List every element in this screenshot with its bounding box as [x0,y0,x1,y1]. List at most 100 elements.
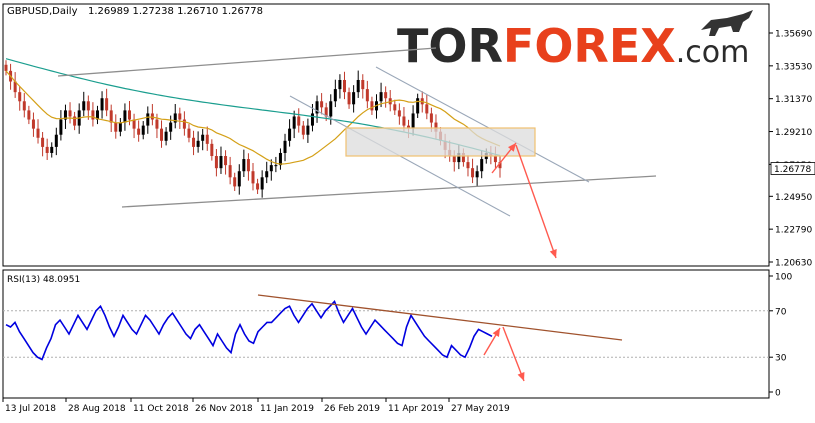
candle [471,158,475,184]
price-tick-label: 1.33530 [775,62,812,72]
upper-trendline [57,47,437,77]
ma-fast-line [5,70,501,165]
candle-body [292,116,296,129]
candle-body [498,162,502,169]
candle-body [18,92,22,102]
main-price-panel: TORFOREX.com GBPUSD,Daily 1.26989 1.27238 … [2,3,770,267]
candle [192,130,196,156]
bull-logo-icon [701,10,753,36]
candle-body [233,177,237,187]
candle [466,155,470,177]
candle [214,149,218,177]
rsi-forecast-arrow-head [517,372,525,381]
candle [100,91,104,119]
candle [297,108,301,133]
candle-body [214,156,218,169]
candle-body [397,110,401,117]
candle [288,119,292,147]
candle [73,111,77,131]
candle [283,133,287,162]
candle-body [141,125,145,135]
candle [265,161,269,184]
candle-body [63,110,67,120]
candle [498,156,502,178]
rsi-up-arrow [483,327,501,356]
candle [41,131,45,157]
candle [379,82,383,108]
overlay [57,47,657,382]
candle-body [169,122,173,132]
candle-body [146,113,150,126]
candle [86,95,90,120]
candle-body [95,110,99,120]
forecast-down-arrow-head [549,249,557,258]
candle [160,120,164,148]
candle-body [407,125,411,129]
candle-body [256,183,260,190]
candle-body [114,122,118,132]
candle-body [201,134,205,141]
candle [333,79,337,108]
price-tick-label: 1.20630 [775,259,812,269]
candle-body [461,152,465,163]
ohlc-values: 1.26989 1.27238 1.26710 1.26778 [88,6,263,17]
candle [178,107,182,129]
candle [370,96,374,115]
candle-body [265,171,269,178]
candle-body [27,110,31,120]
candle [274,156,278,173]
candle [397,103,401,125]
candle-body [36,128,40,138]
candle-body [329,101,333,117]
current-price-box [770,162,815,175]
candle-body [269,165,273,172]
candle [278,148,282,170]
candle-body [155,119,159,129]
candle [292,110,296,139]
candle-body [31,119,35,129]
candle [210,139,214,161]
candle [342,71,346,100]
candle-body [457,152,461,163]
axes: 1.356901.335301.313701.292101.270501.249… [2,30,815,414]
candle [109,104,113,132]
candle-body [219,156,223,169]
candle [205,126,209,151]
forecast-up-arrow-head [508,143,516,152]
candle [242,149,246,177]
brand-watermark: TORFOREX.com [397,19,749,73]
candle-body [196,140,200,147]
candle-body [347,92,351,105]
candle-body [480,159,484,172]
candle [45,138,49,160]
candle [141,121,145,140]
candle-body [91,110,95,120]
candle-body [246,159,250,172]
candle-body [324,107,328,117]
time-tick-label: 27 May 2019 [451,404,510,414]
candle-body [338,79,342,90]
candle [338,74,342,99]
forecast-down-arrow-shaft [515,144,557,259]
candle [31,112,35,137]
candle [393,99,397,115]
candle [123,103,127,131]
time-tick-label: 11 Apr 2019 [388,404,444,414]
candle [475,165,479,187]
candle [219,146,223,174]
candle [384,86,388,108]
rsi-panel-frame [2,269,770,399]
candle-body [132,119,136,129]
candle [146,106,150,134]
candle [352,85,356,113]
candle-body [260,177,264,190]
candle [237,164,241,195]
candle-body [105,98,109,111]
candle-body [393,104,397,111]
candle-body [384,92,388,99]
candle-body [493,156,497,163]
rsi-tick-label: 100 [775,273,792,283]
price-axis: 1.356901.335301.313701.292101.270501.249… [769,30,815,269]
symbol-label: GBPUSD,Daily [7,6,78,17]
